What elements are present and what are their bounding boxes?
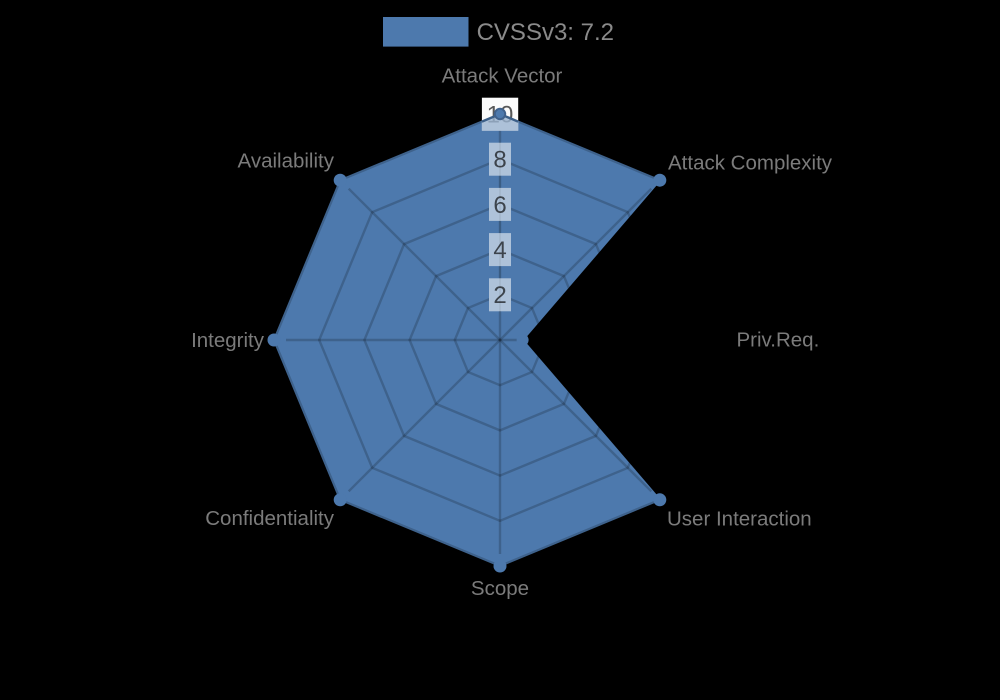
svg-text:CVSSv3: 7.2: CVSSv3: 7.2 [477, 19, 614, 46]
svg-text:6: 6 [493, 192, 506, 219]
svg-text:Scope: Scope [471, 577, 529, 600]
svg-text:Attack Vector: Attack Vector [442, 64, 563, 87]
svg-text:Confidentiality: Confidentiality [205, 507, 335, 530]
svg-text:Attack Complexity: Attack Complexity [668, 151, 833, 174]
svg-text:4: 4 [493, 237, 506, 264]
svg-text:8: 8 [493, 147, 506, 174]
svg-text:2: 2 [493, 282, 506, 309]
svg-text:Integrity: Integrity [191, 329, 265, 352]
svg-text:User Interaction: User Interaction [667, 508, 812, 531]
svg-text:Priv.Req.: Priv.Req. [737, 329, 820, 352]
svg-text:Availability: Availability [238, 150, 335, 173]
